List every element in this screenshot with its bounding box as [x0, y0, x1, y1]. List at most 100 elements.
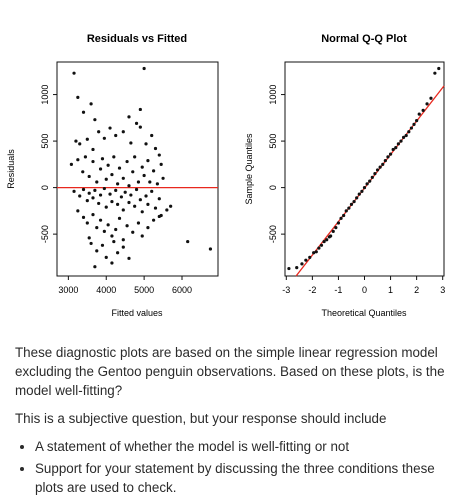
- data-point: [146, 202, 150, 206]
- data-point: [133, 155, 137, 159]
- data-point: [334, 226, 338, 230]
- residuals-vs-fitted-plot: Residuals vs Fitted 3000 4000 5000 6000 -50…: [6, 33, 219, 318]
- data-point: [104, 177, 108, 181]
- data-point: [417, 112, 421, 116]
- data-point: [116, 251, 120, 255]
- data-point: [121, 208, 125, 212]
- data-point: [287, 266, 291, 271]
- data-point: [121, 245, 125, 249]
- question-text: These diagnostic plots are based on the …: [15, 345, 445, 398]
- x-tick-label: 6000: [172, 285, 192, 295]
- data-point: [378, 165, 382, 169]
- data-point: [69, 162, 73, 166]
- data-point: [95, 226, 99, 230]
- y-tick-label: 500: [268, 134, 278, 149]
- data-point: [140, 165, 144, 169]
- x-tick-label: -1: [334, 285, 342, 295]
- data-point: [97, 201, 101, 206]
- data-point: [127, 256, 131, 260]
- data-point: [81, 215, 86, 219]
- data-point: [138, 125, 142, 129]
- data-point: [153, 146, 158, 151]
- data-point: [150, 133, 154, 138]
- data-point: [98, 218, 103, 222]
- data-point: [157, 153, 161, 157]
- data-point: [121, 130, 125, 134]
- data-point: [87, 191, 91, 195]
- data-point: [370, 175, 374, 179]
- x-tick-label: -2: [308, 285, 316, 295]
- question-block: These diagnostic plots are based on the …: [15, 343, 465, 500]
- instructions-text: This is a subjective question, but your …: [15, 411, 387, 426]
- y-tick-label: 1000: [40, 85, 50, 105]
- data-point: [91, 196, 95, 200]
- data-point: [165, 208, 169, 212]
- data-point: [317, 246, 321, 250]
- data-point: [138, 198, 142, 202]
- data-point: [401, 135, 406, 139]
- data-point: [102, 136, 106, 140]
- x-tick-label: 0: [362, 285, 367, 295]
- y-axis-label: Residuals: [6, 149, 16, 189]
- data-point: [373, 172, 377, 176]
- data-point: [133, 204, 137, 208]
- data-point: [415, 119, 419, 123]
- data-point: [208, 247, 213, 251]
- data-point: [91, 147, 95, 152]
- requirements-list: A statement of whether the model is well…: [15, 437, 465, 497]
- x-tick-label: -3: [282, 285, 290, 295]
- diagnostic-plots-figure: Residuals vs Fitted 3000 4000 5000 6000 -50…: [6, 33, 445, 318]
- data-point: [368, 179, 372, 183]
- x-tick-label: 5000: [134, 285, 154, 295]
- data-point: [91, 212, 95, 217]
- y-tick-label: 1000: [268, 85, 278, 105]
- data-point: [110, 234, 114, 238]
- data-point: [129, 193, 133, 197]
- data-point: [308, 255, 312, 259]
- data-point: [404, 133, 408, 138]
- data-point: [76, 95, 80, 99]
- data-point: [140, 210, 144, 214]
- data-point: [394, 146, 398, 150]
- data-point: [116, 202, 120, 206]
- data-point: [110, 172, 114, 177]
- data-point: [336, 221, 341, 225]
- data-point: [150, 189, 154, 193]
- data-point: [117, 166, 122, 170]
- data-point: [157, 197, 161, 201]
- data-point: [300, 262, 304, 266]
- list-item: Support for your statement by discussing…: [35, 459, 465, 497]
- data-point: [144, 194, 148, 198]
- data-point: [81, 110, 86, 114]
- data-point: [72, 71, 76, 75]
- data-point: [85, 137, 89, 141]
- data-point: [93, 265, 97, 269]
- data-point: [391, 147, 395, 152]
- plot-title: Normal Q-Q Plot: [321, 33, 407, 45]
- data-point: [98, 193, 103, 197]
- data-point: [114, 133, 118, 138]
- data-point: [78, 194, 82, 198]
- data-point: [89, 241, 93, 246]
- data-point: [81, 170, 85, 174]
- data-point: [433, 71, 437, 75]
- data-point: [123, 190, 127, 194]
- x-tick-label: 3: [440, 285, 445, 295]
- y-tick-label: 0: [40, 185, 50, 190]
- data-point: [153, 206, 158, 210]
- data-point: [152, 218, 156, 222]
- data-point: [76, 209, 80, 213]
- data-point: [127, 200, 131, 205]
- data-point: [97, 130, 101, 134]
- data-point: [136, 221, 141, 225]
- data-point: [100, 243, 105, 247]
- data-point: [110, 199, 114, 204]
- data-point: [365, 182, 369, 186]
- data-point: [93, 118, 97, 122]
- data-point: [412, 122, 416, 126]
- data-point: [93, 188, 97, 192]
- data-point: [355, 196, 359, 200]
- data-point: [152, 169, 156, 173]
- data-point: [437, 66, 441, 71]
- y-tick-label: 500: [40, 134, 50, 149]
